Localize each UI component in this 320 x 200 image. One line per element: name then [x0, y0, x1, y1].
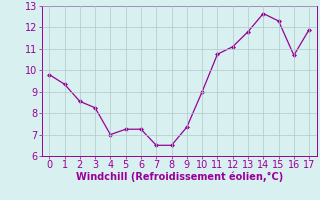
X-axis label: Windchill (Refroidissement éolien,°C): Windchill (Refroidissement éolien,°C) [76, 172, 283, 182]
